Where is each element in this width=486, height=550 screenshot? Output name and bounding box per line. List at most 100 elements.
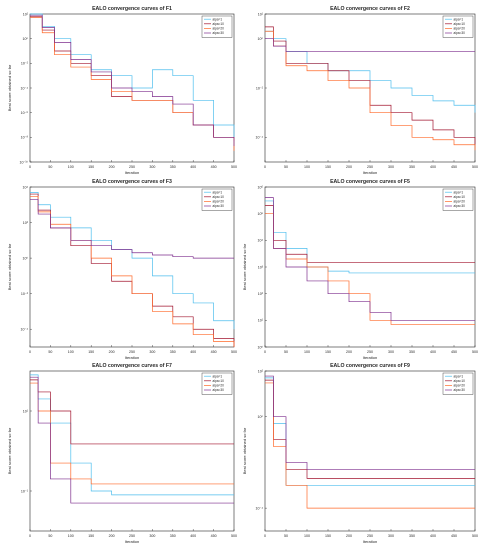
x-tick-label: 350 <box>170 534 176 538</box>
y-tick-label: 10⁵ <box>258 212 264 216</box>
legend-label-3: alpa=20 <box>454 384 466 388</box>
x-tick-label: 50 <box>48 350 52 354</box>
legend-label-3: alpa=20 <box>213 200 225 204</box>
y-tick-label: 10³ <box>258 265 264 269</box>
x-tick-label: 200 <box>346 534 352 538</box>
y-tick-label: 10⁻¹⁰ <box>19 160 28 164</box>
x-tick-label: 0 <box>29 534 31 538</box>
x-tick-label: 300 <box>388 534 394 538</box>
legend-box <box>201 372 233 395</box>
series-line-1 <box>265 377 475 486</box>
x-tick-label: 500 <box>472 534 478 538</box>
x-tick-label: 50 <box>284 534 288 538</box>
y-tick-label: 10¹ <box>23 409 29 413</box>
y-tick-label: 10¹ <box>258 12 264 16</box>
y-axis-label: Best score obtained so far <box>242 243 247 290</box>
chart-title: EALO convergence curves of F9 <box>330 363 410 369</box>
y-tick-label: 10² <box>23 12 29 16</box>
y-tick-label: 10⁶ <box>258 185 264 189</box>
y-tick-label: 10⁻⁴ <box>21 86 29 90</box>
x-tick-label: 100 <box>68 350 74 354</box>
legend-label-2: alpa=10 <box>454 22 466 26</box>
x-tick-label: 450 <box>451 350 457 354</box>
legend-label-4: alpa=30 <box>213 31 225 35</box>
series-line-2 <box>30 379 234 445</box>
x-tick-label: 350 <box>170 165 176 169</box>
x-tick-label: 150 <box>88 534 94 538</box>
x-tick-label: 400 <box>190 165 196 169</box>
x-tick-label: 350 <box>170 350 176 354</box>
x-axis-label: Iteration <box>363 355 377 360</box>
series-line-4 <box>265 375 475 470</box>
y-tick-label: 10⁻¹ <box>21 489 29 493</box>
x-tick-label: 100 <box>304 534 310 538</box>
series-line-2 <box>265 379 475 479</box>
series-line-4 <box>30 376 234 504</box>
legend-label-4: alpa=30 <box>454 31 466 35</box>
x-tick-label: 350 <box>409 165 415 169</box>
x-tick-label: 150 <box>325 534 331 538</box>
x-tick-label: 250 <box>129 165 135 169</box>
x-tick-label: 250 <box>367 350 373 354</box>
x-tick-label: 0 <box>264 350 266 354</box>
legend-label-3: alpa=20 <box>454 200 466 204</box>
legend-label-4: alpa=30 <box>454 388 466 392</box>
series-line-4 <box>265 197 475 321</box>
x-tick-label: 100 <box>68 534 74 538</box>
chart-title: EALO convergence curves of F3 <box>92 179 172 185</box>
chart-panel-3: EALO convergence curves of F3 Iteration Be… <box>7 179 237 360</box>
x-tick-label: 100 <box>68 165 74 169</box>
series-line-4 <box>30 199 234 259</box>
x-tick-label: 300 <box>388 165 394 169</box>
x-tick-label: 350 <box>409 534 415 538</box>
chart-title: EALO convergence curves of F2 <box>330 6 410 12</box>
y-tick-label: 10⁰ <box>258 415 264 419</box>
legend-label-2: alpa=10 <box>454 195 466 199</box>
series-line-3 <box>265 382 475 509</box>
y-tick-label: 10⁻⁶ <box>21 111 29 115</box>
chart-title: EALO convergence curves of F7 <box>92 363 172 369</box>
x-tick-label: 250 <box>129 350 135 354</box>
series-line-3 <box>265 30 476 151</box>
x-tick-label: 250 <box>367 165 373 169</box>
x-tick-label: 300 <box>149 165 155 169</box>
x-tick-label: 250 <box>367 534 373 538</box>
x-tick-label: 200 <box>346 350 352 354</box>
series-line-4 <box>265 38 475 52</box>
legend-label-1: alpa=1 <box>454 374 464 378</box>
y-tick-label: 10⁴ <box>22 185 28 189</box>
x-tick-label: 200 <box>109 350 115 354</box>
chart-title: EALO convergence curves of F1 <box>92 6 172 12</box>
plot-area <box>29 186 235 348</box>
legend-label-4: alpa=30 <box>213 204 225 208</box>
x-tick-label: 450 <box>211 350 217 354</box>
y-tick-label: 10⁰ <box>258 37 264 41</box>
x-tick-label: 450 <box>211 534 217 538</box>
x-tick-label: 450 <box>451 534 457 538</box>
chart-panel-6: EALO convergence curves of F9 Iteration Be… <box>242 363 478 544</box>
y-tick-label: 10⁻⁴ <box>21 328 29 332</box>
x-tick-label: 400 <box>430 350 436 354</box>
y-tick-label: 10⁰ <box>258 345 264 349</box>
y-tick-label: 10⁰ <box>23 256 29 260</box>
y-tick-label: 10⁻⁴ <box>256 136 264 140</box>
x-tick-label: 500 <box>231 350 237 354</box>
x-tick-label: 200 <box>109 534 115 538</box>
x-tick-label: 100 <box>304 165 310 169</box>
legend-box <box>201 15 233 38</box>
legend-label-3: alpa=20 <box>213 27 225 31</box>
legend-label-3: alpa=20 <box>213 384 225 388</box>
y-tick-label: 10⁻² <box>256 86 264 90</box>
y-axis-label: Best score obtained so far <box>7 64 12 111</box>
plot-area <box>29 370 235 532</box>
x-tick-label: 50 <box>48 165 52 169</box>
plot-area <box>264 370 476 532</box>
x-axis-label: Iteration <box>125 170 139 175</box>
x-tick-label: 400 <box>190 534 196 538</box>
